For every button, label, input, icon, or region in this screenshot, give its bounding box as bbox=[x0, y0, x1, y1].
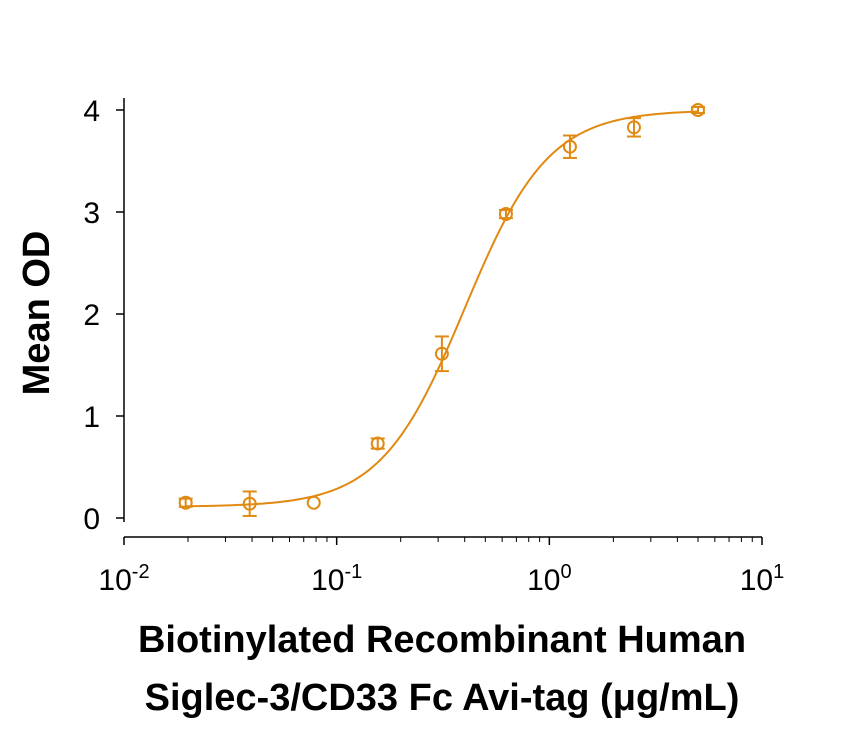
y-axis-title: Mean OD bbox=[16, 231, 58, 396]
x-tick-label: 101 bbox=[740, 561, 785, 597]
data-point bbox=[498, 207, 513, 222]
axes bbox=[123, 98, 762, 538]
y-tick-label: 4 bbox=[83, 95, 100, 128]
x-ticks: 10-2 10-1 100 101 bbox=[98, 537, 784, 597]
y-tick-label: 2 bbox=[83, 299, 100, 332]
data-point bbox=[242, 496, 257, 511]
plot-area bbox=[178, 103, 705, 517]
x-axis-title-line1: Biotinylated Recombinant Human bbox=[138, 619, 746, 661]
x-tick-label: 10-1 bbox=[311, 561, 362, 597]
x-tick-label: 10-2 bbox=[98, 561, 149, 597]
y-tick-label: 3 bbox=[83, 197, 100, 230]
y-tick-label: 1 bbox=[83, 401, 100, 434]
data-point bbox=[178, 495, 193, 510]
y-ticks: 0 1 2 3 4 bbox=[83, 95, 124, 536]
x-tick-label: 100 bbox=[527, 561, 572, 597]
y-tick-label: 0 bbox=[83, 503, 100, 536]
fit-curve bbox=[185, 110, 699, 508]
data-point bbox=[690, 103, 705, 117]
data-point bbox=[562, 139, 577, 154]
data-point bbox=[434, 346, 449, 361]
data-point bbox=[306, 495, 321, 510]
data-point bbox=[626, 120, 641, 135]
x-axis-title-line2: Siglec-3/CD33 Fc Avi-tag (μg/mL) bbox=[145, 677, 740, 719]
data-point bbox=[370, 436, 385, 451]
